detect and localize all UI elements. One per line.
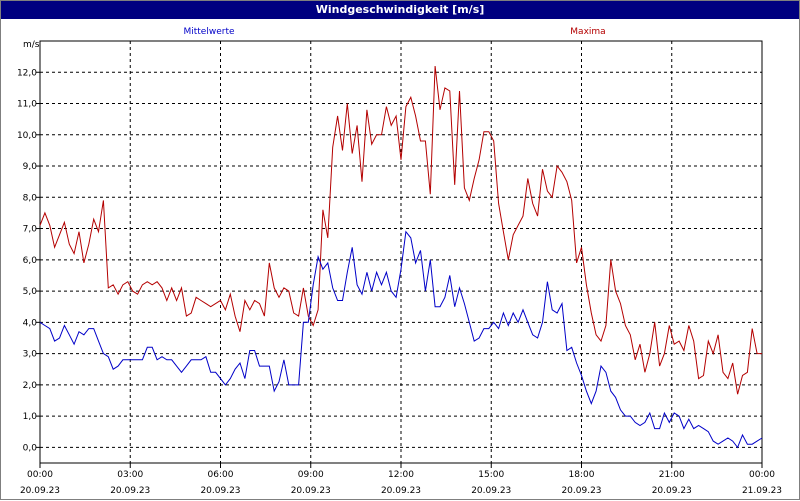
legend-mittelwerte: Mittelwerte — [183, 27, 234, 37]
series-lines — [39, 65, 763, 449]
y-tick-label: 4,0 — [23, 318, 38, 328]
x-tick-time-label: 18:00 — [569, 470, 595, 480]
x-tick-time-label: 00:00 — [749, 470, 775, 480]
y-axis-label: m/s — [23, 40, 40, 50]
x-tick-date-label: 20.09.23 — [381, 486, 421, 496]
x-tick-time-label: 09:00 — [298, 470, 324, 480]
x-tick-time-label: 03:00 — [117, 470, 143, 480]
y-tick-label: 5,0 — [23, 287, 38, 297]
x-tick-date-label: 20.09.23 — [291, 486, 331, 496]
x-tick-date-label: 20.09.23 — [110, 486, 150, 496]
y-tick-label: 2,0 — [23, 381, 38, 391]
y-tick-label: 11,0 — [17, 100, 37, 110]
x-tick-time-label: 15:00 — [478, 470, 504, 480]
y-tick-label: 6,0 — [23, 256, 38, 266]
y-axis: 0,0 1,0 2,0 3,0 4,0 5,0 6,0 7,0 8,0 9,0 10,0 11,0 12… — [17, 68, 40, 453]
x-tick-date-label: 20.09.23 — [471, 486, 511, 496]
x-tick-date-label: 20.09.23 — [561, 486, 601, 496]
x-tick-time-label: 12:00 — [388, 470, 414, 480]
legend-maxima: Maxima — [570, 27, 605, 37]
y-tick-label: 0,0 — [23, 443, 38, 453]
series-line-maxima — [39, 65, 762, 395]
x-tick-date-label: 20.09.23 — [200, 486, 240, 496]
x-axis: 00:00 20.09.23 03:00 20.09.23 06:00 20.09.23 0… — [20, 463, 782, 496]
y-tick-label: 10,0 — [17, 131, 37, 141]
x-tick-time-label: 21:00 — [659, 470, 685, 480]
y-tick-label: 7,0 — [23, 225, 38, 235]
y-tick-label: 9,0 — [23, 162, 38, 172]
x-tick-date-label: 21.09.23 — [742, 486, 782, 496]
x-tick-time-label: 06:00 — [208, 470, 234, 480]
grid — [40, 41, 762, 463]
x-tick-date-label: 20.09.23 — [20, 486, 60, 496]
y-tick-label: 1,0 — [23, 412, 38, 422]
x-tick-date-label: 20.09.23 — [652, 486, 692, 496]
y-tick-label: 12,0 — [17, 68, 37, 78]
y-tick-label: 3,0 — [23, 350, 38, 360]
series-line-mittelwerte — [39, 230, 763, 449]
chart-title: Windgeschwindigkeit [m/s] — [1, 1, 799, 19]
x-tick-time-label: 00:00 — [27, 470, 53, 480]
y-tick-label: 8,0 — [23, 193, 38, 203]
